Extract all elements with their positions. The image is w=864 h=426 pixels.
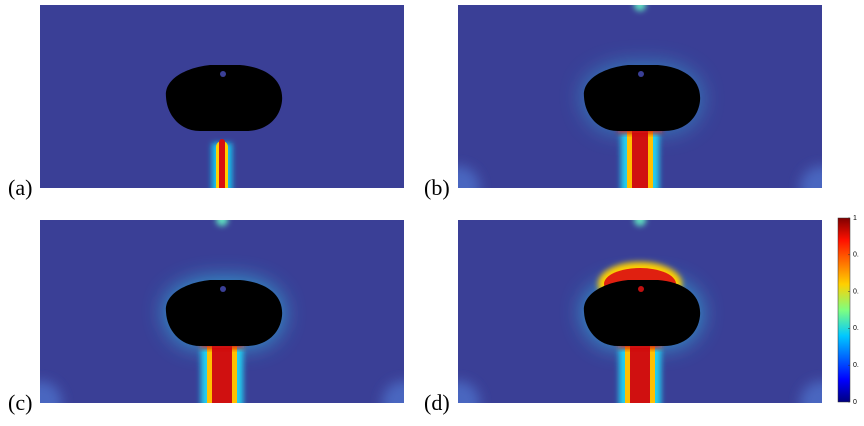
corner-glow xyxy=(40,381,62,403)
hole xyxy=(638,71,644,77)
corner-glow xyxy=(458,166,480,188)
colorbar: 1 0. 0. 0. 0. 0 xyxy=(837,215,859,406)
field-panel xyxy=(458,220,822,403)
field xyxy=(458,5,822,188)
colorbar-tick-label: 0 xyxy=(853,399,857,406)
top-spot xyxy=(216,220,228,226)
plume-core xyxy=(630,342,650,403)
field xyxy=(458,220,822,403)
panel-label: (a) xyxy=(8,175,32,200)
field-panel xyxy=(40,5,404,188)
corner-glow xyxy=(382,381,404,403)
hole xyxy=(220,286,226,292)
colorbar-tick-label: 1 xyxy=(853,215,857,222)
colorbar-tick-label: 0. xyxy=(853,362,859,369)
hole xyxy=(638,286,644,292)
colorbar-tick-label: 0. xyxy=(853,252,859,259)
field xyxy=(40,220,404,403)
top-spot xyxy=(634,220,646,226)
colorbar-tick-label: 0. xyxy=(853,288,859,295)
hole xyxy=(220,71,226,77)
corner-glow xyxy=(800,166,822,188)
colorbar-tick-label: 0. xyxy=(853,325,859,332)
panel-label: (c) xyxy=(8,390,32,415)
corner-glow xyxy=(800,381,822,403)
panels: (a) (b) (c) (d) xyxy=(8,5,822,415)
colorbar-gradient xyxy=(837,217,851,403)
corner-glow xyxy=(458,381,480,403)
plume-core xyxy=(219,139,225,188)
field xyxy=(40,5,404,188)
plume-core xyxy=(212,342,232,403)
field-panel xyxy=(40,220,404,403)
panel-label: (d) xyxy=(424,390,450,415)
plume-core xyxy=(632,127,648,188)
field-panel xyxy=(458,5,822,188)
top-spot xyxy=(634,5,646,11)
panel-label: (b) xyxy=(424,175,450,200)
